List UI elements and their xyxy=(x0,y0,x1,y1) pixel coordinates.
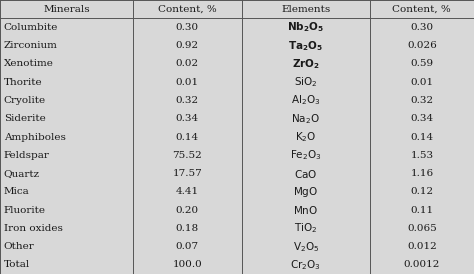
Text: $\mathrm{MnO}$: $\mathrm{MnO}$ xyxy=(293,204,319,216)
Text: 0.065: 0.065 xyxy=(407,224,437,233)
Text: Thorite: Thorite xyxy=(4,78,42,87)
Text: Total: Total xyxy=(4,260,30,269)
Text: 0.012: 0.012 xyxy=(407,242,437,251)
Text: 0.32: 0.32 xyxy=(176,96,199,105)
Text: 1.53: 1.53 xyxy=(410,151,433,160)
Text: 0.14: 0.14 xyxy=(176,133,199,141)
Text: $\mathrm{CaO}$: $\mathrm{CaO}$ xyxy=(294,167,318,179)
Text: $\mathrm{TiO_{2}}$: $\mathrm{TiO_{2}}$ xyxy=(294,221,318,235)
Text: Amphiboles: Amphiboles xyxy=(4,133,66,141)
Text: 0.02: 0.02 xyxy=(176,59,199,68)
Text: $\mathrm{MgO}$: $\mathrm{MgO}$ xyxy=(293,185,319,199)
Text: $\mathrm{Fe_{2}O_{3}}$: $\mathrm{Fe_{2}O_{3}}$ xyxy=(290,148,321,162)
Text: 0.01: 0.01 xyxy=(176,78,199,87)
Text: 0.18: 0.18 xyxy=(176,224,199,233)
Text: 0.34: 0.34 xyxy=(410,114,433,123)
Text: Other: Other xyxy=(4,242,35,251)
Text: Quartz: Quartz xyxy=(4,169,40,178)
Text: $\mathrm{V_{2}O_{5}}$: $\mathrm{V_{2}O_{5}}$ xyxy=(292,240,319,253)
Text: $\mathrm{Na_{2}O}$: $\mathrm{Na_{2}O}$ xyxy=(292,112,320,126)
Text: Content, %: Content, % xyxy=(158,5,217,14)
Text: 100.0: 100.0 xyxy=(173,260,202,269)
Text: Xenotime: Xenotime xyxy=(4,59,54,68)
Text: 0.01: 0.01 xyxy=(410,78,433,87)
Text: Cryolite: Cryolite xyxy=(4,96,46,105)
Text: Content, %: Content, % xyxy=(392,5,451,14)
Text: $\mathbf{Nb_{2}O_{5}}$: $\mathbf{Nb_{2}O_{5}}$ xyxy=(287,21,324,34)
Text: 0.30: 0.30 xyxy=(176,23,199,32)
Text: 0.07: 0.07 xyxy=(176,242,199,251)
Text: 17.57: 17.57 xyxy=(173,169,202,178)
Text: Zirconium: Zirconium xyxy=(4,41,58,50)
Text: Elements: Elements xyxy=(281,5,330,14)
Text: Feldspar: Feldspar xyxy=(4,151,50,160)
Text: 0.20: 0.20 xyxy=(176,206,199,215)
Text: $\mathbf{Ta_{2}O_{5}}$: $\mathbf{Ta_{2}O_{5}}$ xyxy=(288,39,323,53)
Text: 0.59: 0.59 xyxy=(410,59,433,68)
Text: $\mathrm{Cr_{2}O_{3}}$: $\mathrm{Cr_{2}O_{3}}$ xyxy=(290,258,321,272)
Text: Fluorite: Fluorite xyxy=(4,206,46,215)
Text: 0.026: 0.026 xyxy=(407,41,437,50)
Text: Columbite: Columbite xyxy=(4,23,58,32)
Text: 0.0012: 0.0012 xyxy=(404,260,440,269)
Text: Minerals: Minerals xyxy=(43,5,90,14)
Text: 0.92: 0.92 xyxy=(176,41,199,50)
Text: 75.52: 75.52 xyxy=(173,151,202,160)
Text: 0.32: 0.32 xyxy=(410,96,433,105)
Text: 0.14: 0.14 xyxy=(410,133,433,141)
Text: 0.11: 0.11 xyxy=(410,206,433,215)
Text: $\mathbf{ZrO_{2}}$: $\mathbf{ZrO_{2}}$ xyxy=(292,57,319,71)
Text: 0.30: 0.30 xyxy=(410,23,433,32)
Text: 1.16: 1.16 xyxy=(410,169,433,178)
Text: Mica: Mica xyxy=(4,187,29,196)
Text: $\mathrm{SiO_{2}}$: $\mathrm{SiO_{2}}$ xyxy=(294,75,318,89)
Text: $\mathrm{Al_{2}O_{3}}$: $\mathrm{Al_{2}O_{3}}$ xyxy=(291,93,320,107)
Text: Siderite: Siderite xyxy=(4,114,46,123)
Text: 4.41: 4.41 xyxy=(176,187,199,196)
Text: 0.12: 0.12 xyxy=(410,187,433,196)
Text: $\mathrm{K_{2}O}$: $\mathrm{K_{2}O}$ xyxy=(295,130,317,144)
Text: Iron oxides: Iron oxides xyxy=(4,224,63,233)
Text: 0.34: 0.34 xyxy=(176,114,199,123)
